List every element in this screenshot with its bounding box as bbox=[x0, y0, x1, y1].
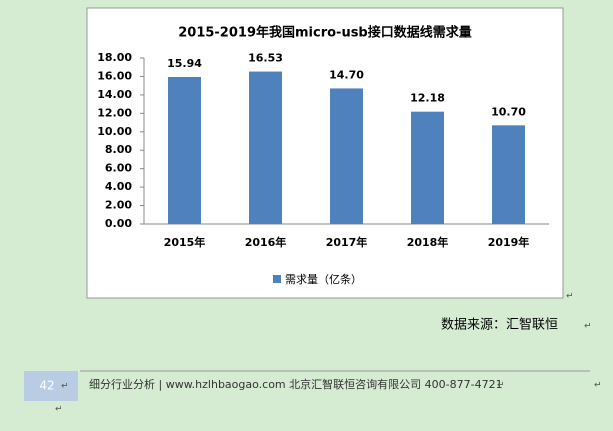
bar bbox=[330, 88, 363, 224]
y-tick-label: 0.00 bbox=[105, 217, 132, 230]
x-tick-label: 2019年 bbox=[488, 235, 530, 249]
chart-title: 2015-2019年我国micro-usb接口数据线需求量 bbox=[178, 25, 472, 41]
y-tick-label: 18.00 bbox=[97, 51, 132, 64]
x-tick-label: 2015年 bbox=[164, 235, 206, 249]
y-tick-label: 4.00 bbox=[105, 180, 132, 193]
source-note: 数据来源：汇智联恒 bbox=[441, 318, 558, 333]
value-label: 15.94 bbox=[167, 57, 202, 70]
bar bbox=[411, 111, 444, 224]
paragraph-mark: ↵ bbox=[61, 382, 69, 392]
value-label: 10.70 bbox=[491, 105, 526, 118]
x-tick-label: 2017年 bbox=[326, 235, 368, 249]
y-tick-label: 2.00 bbox=[105, 199, 132, 212]
x-tick-label: 2018年 bbox=[407, 235, 449, 249]
paragraph-mark: ↵ bbox=[594, 381, 602, 391]
legend-swatch bbox=[273, 275, 281, 283]
paragraph-mark: ↵ bbox=[55, 405, 63, 415]
value-label: 14.70 bbox=[329, 68, 364, 81]
bar bbox=[168, 76, 201, 225]
value-label: 16.53 bbox=[248, 52, 283, 65]
y-tick-label: 12.00 bbox=[97, 106, 132, 119]
legend-label: 需求量（亿条） bbox=[285, 272, 362, 286]
page-number: 42 bbox=[39, 379, 54, 393]
paragraph-mark: ↵ bbox=[566, 292, 574, 302]
y-tick-label: 16.00 bbox=[97, 69, 132, 82]
chart-frame bbox=[86, 7, 564, 299]
page-number-box bbox=[24, 371, 78, 401]
x-tick-label: 2016年 bbox=[245, 235, 287, 249]
y-tick-label: 10.00 bbox=[97, 125, 132, 138]
paragraph-mark: ↵ bbox=[584, 322, 592, 332]
bar bbox=[492, 125, 525, 224]
value-label: 12.18 bbox=[410, 92, 445, 105]
footer-text: 细分行业分析 | www.hzlhbaogao.com 北京汇智联恒咨询有限公司… bbox=[89, 377, 503, 391]
paragraph-mark: ↵ bbox=[497, 381, 505, 391]
bar bbox=[249, 71, 282, 224]
y-tick-label: 14.00 bbox=[97, 88, 132, 101]
y-tick-label: 8.00 bbox=[105, 143, 132, 156]
y-tick-label: 6.00 bbox=[105, 162, 132, 175]
